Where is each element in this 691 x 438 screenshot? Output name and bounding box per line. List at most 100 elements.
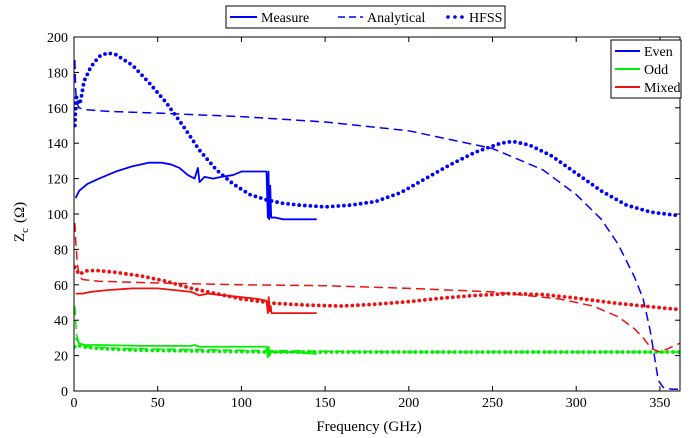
- data-point: [385, 350, 390, 354]
- data-point: [79, 93, 84, 98]
- data-point: [216, 169, 221, 174]
- data-point: [301, 350, 306, 354]
- data-point: [279, 350, 283, 354]
- data-point: [201, 153, 206, 157]
- data-point: [336, 204, 341, 208]
- data-point: [475, 350, 479, 354]
- data-point: [430, 172, 435, 177]
- legend-entry-odd: Odd: [615, 63, 668, 78]
- x-tick-label: 50: [151, 396, 165, 411]
- data-point: [228, 349, 233, 354]
- data-point: [101, 269, 106, 274]
- series-even-hfss: [74, 51, 678, 218]
- data-point: [314, 204, 318, 209]
- data-point: [155, 90, 159, 94]
- y-axis-label-unit: (Ω): [12, 202, 28, 223]
- data-point: [158, 94, 163, 99]
- data-point: [665, 350, 670, 354]
- data-point: [227, 294, 232, 299]
- data-point: [529, 292, 533, 297]
- data-point: [567, 166, 572, 171]
- plot-frame: [73, 36, 681, 392]
- data-point: [344, 303, 349, 308]
- data-point: [329, 350, 334, 354]
- data-point: [335, 350, 339, 354]
- data-point: [238, 186, 243, 191]
- data-point: [74, 265, 77, 269]
- data-point: [200, 288, 205, 293]
- series-odd-measure: [74, 337, 317, 359]
- data-point: [74, 123, 77, 128]
- data-point: [351, 350, 356, 354]
- data-point: [428, 297, 433, 302]
- x-axis: 0 50 100 150 200 250 300 350: [71, 37, 670, 411]
- data-point: [495, 292, 500, 297]
- data-point: [245, 349, 250, 354]
- data-point: [557, 294, 561, 299]
- y-tick-label: 180: [47, 66, 68, 81]
- data-point: [266, 300, 271, 305]
- data-point: [570, 350, 575, 354]
- data-point: [540, 292, 545, 297]
- data-point: [255, 299, 260, 303]
- data-point: [200, 349, 205, 354]
- data-point: [379, 350, 384, 354]
- data-point: [167, 280, 172, 285]
- data-point: [103, 52, 107, 56]
- data-point: [590, 298, 595, 303]
- data-point: [122, 347, 127, 352]
- data-point: [406, 299, 411, 304]
- data-point: [425, 175, 430, 180]
- data-point: [83, 345, 88, 349]
- data-point: [372, 302, 377, 307]
- data-point: [395, 300, 399, 305]
- data-point: [673, 307, 678, 312]
- data-point: [85, 268, 89, 273]
- data-point: [318, 350, 323, 354]
- data-point: [369, 200, 374, 205]
- data-point: [604, 192, 609, 196]
- data-point: [286, 201, 290, 206]
- data-point: [220, 173, 225, 178]
- data-point: [450, 161, 455, 166]
- data-point: [563, 163, 567, 168]
- data-point: [248, 192, 252, 197]
- data-point: [322, 303, 327, 308]
- data-point: [435, 169, 440, 174]
- data-point: [356, 303, 360, 308]
- data-point: [340, 350, 345, 354]
- data-point: [601, 299, 606, 304]
- data-point: [116, 347, 121, 352]
- y-axis-label-main: Z: [12, 233, 28, 242]
- data-point: [83, 77, 87, 82]
- legend-entry-mixed: Mixed: [615, 81, 681, 96]
- data-point: [489, 292, 494, 297]
- data-point: [542, 350, 547, 354]
- data-point: [97, 54, 102, 59]
- data-point: [79, 271, 84, 275]
- series-even-analytical: [74, 59, 680, 390]
- data-point: [634, 303, 639, 308]
- data-point: [525, 350, 530, 354]
- data-point: [264, 197, 268, 202]
- data-point: [447, 350, 451, 354]
- svg-text:Zc(Ω): Zc (Ω): [12, 202, 31, 242]
- data-point: [536, 350, 541, 354]
- data-point: [113, 52, 118, 57]
- data-point: [576, 173, 581, 177]
- data-point: [96, 268, 100, 273]
- series-mixed-measure: [75, 287, 317, 315]
- x-tick-label: 0: [71, 396, 78, 411]
- data-point: [430, 350, 435, 354]
- x-tick-label: 100: [231, 396, 252, 411]
- data-point: [581, 176, 586, 181]
- data-point: [423, 298, 427, 302]
- data-point: [325, 204, 330, 209]
- data-point: [465, 154, 470, 159]
- data-point: [90, 62, 95, 67]
- data-point: [223, 349, 227, 354]
- legend-label-mixed: Mixed: [644, 81, 681, 96]
- data-point: [129, 272, 134, 277]
- data-point: [147, 81, 152, 86]
